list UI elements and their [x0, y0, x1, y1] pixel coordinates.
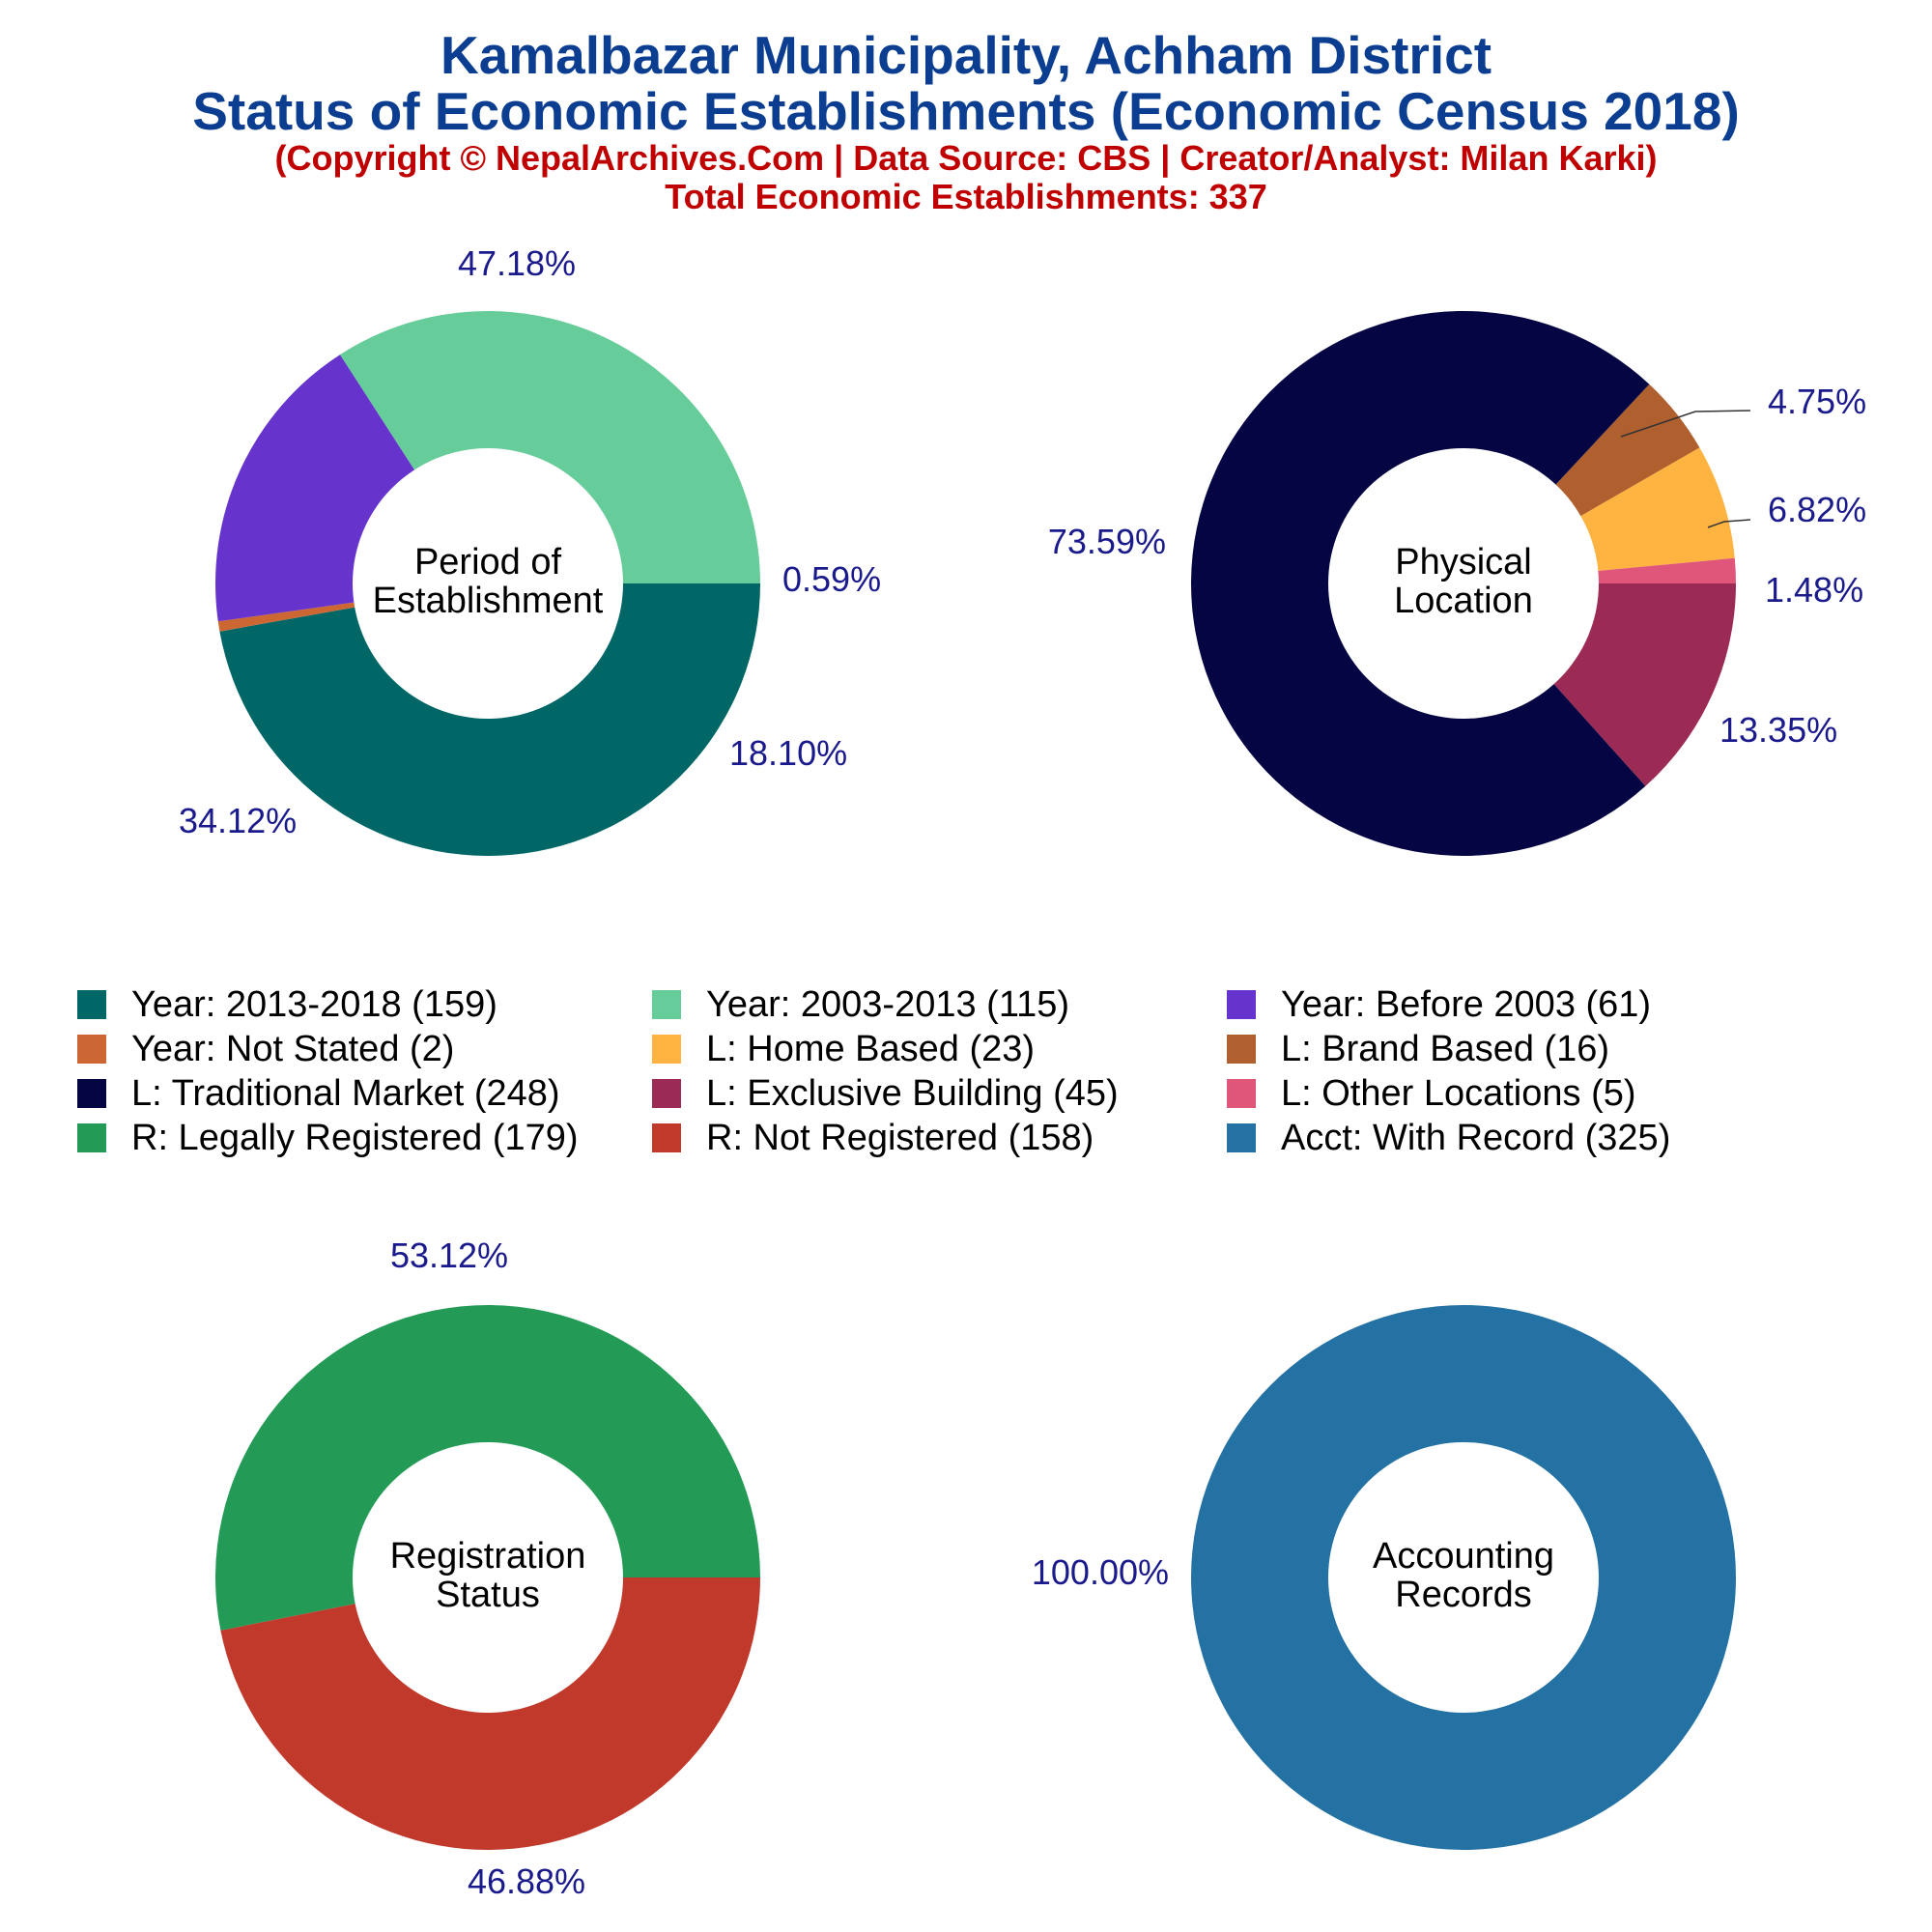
total-establishments: Total Economic Establishments: 337 [665, 177, 1267, 216]
donut-slice [220, 1577, 761, 1850]
legend-label: Year: 2013-2018 (159) [131, 983, 497, 1025]
legend-item: Year: Not Stated (2) [77, 1027, 454, 1071]
donut-center-title: Records [1395, 1575, 1532, 1615]
donut-center-title: Status [436, 1575, 540, 1615]
legend-swatch [652, 1123, 681, 1152]
legend-item: Year: 2003-2013 (115) [652, 982, 1069, 1027]
donut-hole [353, 448, 623, 719]
legend-label: L: Other Locations (5) [1281, 1072, 1636, 1114]
legend-item: L: Home Based (23) [652, 1027, 1035, 1071]
legend-row: R: Legally Registered (179) R: Not Regist… [77, 1116, 1893, 1160]
donut-hole [1328, 1442, 1599, 1713]
donut-hole [1328, 448, 1599, 719]
label-leader-line [1707, 519, 1751, 528]
legend-swatch [652, 990, 681, 1019]
slice-percent-label: 0.59% [782, 559, 881, 599]
donut-center-title: Accounting [1373, 1536, 1554, 1577]
legend-item: Year: 2013-2018 (159) [77, 982, 497, 1027]
legend-label: Acct: With Record (325) [1281, 1117, 1671, 1158]
legend-label: L: Home Based (23) [706, 1028, 1036, 1069]
legend-item: L: Exclusive Building (45) [652, 1071, 1119, 1116]
legend-label: L: Traditional Market (248) [131, 1072, 560, 1114]
legend-swatch [77, 1123, 106, 1152]
legend-swatch [77, 1035, 106, 1064]
legend-swatch [77, 1079, 106, 1108]
slice-percent-label: 34.12% [179, 801, 297, 840]
slice-percent-label: 1.48% [1765, 570, 1863, 610]
legend-item: R: Legally Registered (179) [77, 1116, 579, 1160]
copyright-note: (Copyright © NepalArchives.Com | Data So… [274, 138, 1658, 178]
legend-swatch [652, 1079, 681, 1108]
legend-swatch [1227, 1123, 1256, 1152]
legend-label: L: Exclusive Building (45) [706, 1072, 1119, 1114]
slice-percent-label: 100.00% [1032, 1552, 1169, 1592]
slice-percent-label: 46.88% [468, 1861, 585, 1901]
slice-percent-label: 73.59% [1048, 522, 1166, 561]
legend-row: Year: Not Stated (2) L: Home Based (23) L:… [77, 1027, 1893, 1071]
legend-item: L: Traditional Market (248) [77, 1071, 560, 1116]
legend-item: Year: Before 2003 (61) [1227, 982, 1651, 1027]
chart-header: Kamalbazar Municipality, Achham District… [0, 0, 1932, 216]
slice-percent-label: 53.12% [390, 1236, 508, 1275]
slice-percent-label: 18.10% [729, 733, 847, 773]
slice-percent-label: 6.82% [1768, 490, 1866, 529]
legend-item: Acct: With Record (325) [1227, 1116, 1670, 1160]
donut-center-title: Location [1394, 581, 1533, 621]
legend-item: L: Brand Based (16) [1227, 1027, 1609, 1071]
donut-hole [353, 1442, 623, 1713]
legend-label: R: Not Registered (158) [706, 1117, 1094, 1158]
legend-label: R: Legally Registered (179) [131, 1117, 579, 1158]
legend-swatch [652, 1035, 681, 1064]
donut-center-title: Establishment [373, 581, 604, 621]
legend-row: Year: 2013-2018 (159) Year: 2003-2013 (11… [77, 982, 1893, 1027]
donut-center-title: Physical [1395, 542, 1532, 582]
donut-center-title: Period of [414, 542, 562, 582]
slice-percent-label: 13.35% [1719, 710, 1837, 750]
legend-swatch [77, 990, 106, 1019]
legend-item: R: Not Registered (158) [652, 1116, 1094, 1160]
legend-label: Year: 2003-2013 (115) [706, 983, 1070, 1025]
chart-title-line2: Status of Economic Establishments (Econo… [192, 81, 1740, 141]
legend-swatch [1227, 1035, 1256, 1064]
label-leader-line [1620, 410, 1751, 438]
legend-row: L: Traditional Market (248) L: Exclusive … [77, 1071, 1893, 1116]
legend-label: Year: Not Stated (2) [131, 1028, 455, 1069]
donut-center-title: Registration [390, 1536, 586, 1577]
legend-label: L: Brand Based (16) [1281, 1028, 1610, 1069]
slice-percent-label: 47.18% [458, 243, 576, 283]
slice-percent-label: 4.75% [1768, 382, 1866, 421]
chart-title-line1: Kamalbazar Municipality, Achham District [440, 25, 1492, 85]
legend: Year: 2013-2018 (159) Year: 2003-2013 (11… [77, 982, 1893, 1160]
legend-swatch [1227, 1079, 1256, 1108]
legend-swatch [1227, 990, 1256, 1019]
legend-item: L: Other Locations (5) [1227, 1071, 1636, 1116]
donut-slice [219, 583, 761, 857]
legend-label: Year: Before 2003 (61) [1281, 983, 1652, 1025]
